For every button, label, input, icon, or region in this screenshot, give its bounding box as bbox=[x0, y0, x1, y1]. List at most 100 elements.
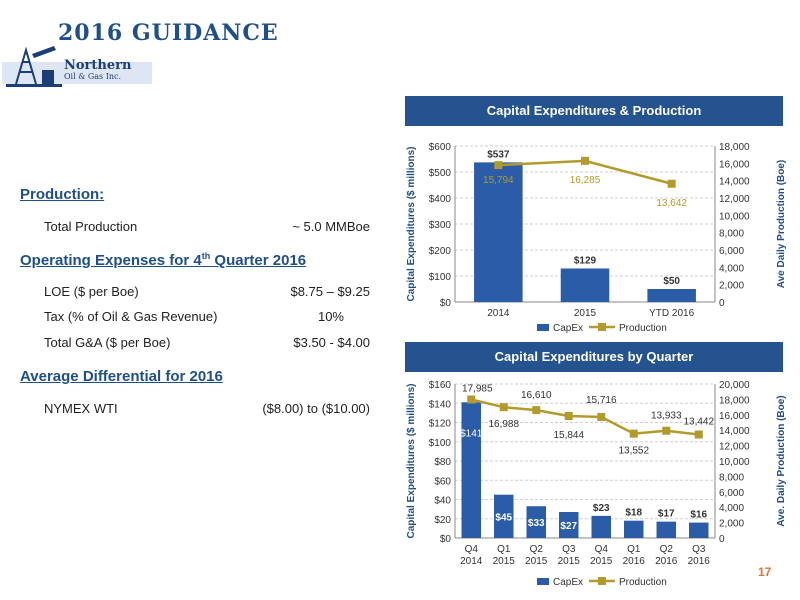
capex-by-quarter-chart: $0 $20 $40 $60 $80 $100 $120 $140 $160 0 2,000 4,00… bbox=[406, 380, 787, 588]
opex-heading-sup: th bbox=[201, 251, 211, 261]
chart2-y2-axis-title: Ave. Daily Production (Boe) bbox=[776, 395, 787, 526]
chart1-capex-data-label: $537 bbox=[487, 149, 510, 160]
chart2-capex-bar bbox=[591, 515, 611, 538]
chart1-capex-bar bbox=[560, 268, 610, 302]
chart2-y2-tick-label: 12,000 bbox=[719, 442, 750, 453]
chart2-capex-data-label: $18 bbox=[625, 508, 642, 519]
chart1-y2-tick-label: 18,000 bbox=[719, 142, 750, 153]
chart2-capex-data-label: $23 bbox=[593, 503, 610, 514]
chart1-y2-tick-label: 12,000 bbox=[719, 194, 750, 205]
chart1-y2-axis-title: Ave Daily Production (Boe) bbox=[776, 160, 787, 289]
chart2-y2-tick-label: 0 bbox=[719, 534, 725, 545]
chart2-x-tick-label: Q4 bbox=[595, 544, 609, 555]
chart1-x-tick-label: 2014 bbox=[487, 308, 510, 319]
chart1-production-data-label: 15,794 bbox=[483, 175, 514, 186]
chart2-capex-bar bbox=[559, 512, 579, 538]
loe-value: $8.75 – $9.25 bbox=[290, 284, 370, 299]
chart1-y-axis-title: Capital Expenditures ($ millions) bbox=[406, 146, 417, 301]
chart2-capex-data-label: $141 bbox=[460, 428, 483, 439]
chart2-production-marker bbox=[694, 430, 703, 439]
chart1-production-marker bbox=[494, 161, 503, 170]
chart1-y2-tick-label: 2,000 bbox=[719, 281, 744, 292]
capex-production-chart: $0 $100 $200 $300 $400 $500 $600 0 2,000 4,000 6,0… bbox=[406, 142, 787, 334]
chart2-y-axis-title: Capital Expenditures ($ millions) bbox=[406, 383, 417, 538]
chart1-y-tick-label: $400 bbox=[429, 194, 452, 205]
chart2-x-tick-label: 2015 bbox=[590, 556, 613, 567]
chart2-capex-bar bbox=[494, 494, 514, 538]
chart2-y-tick-label: $80 bbox=[434, 457, 451, 468]
chart2-y2-tick-label: 10,000 bbox=[719, 457, 750, 468]
opex-heading: Operating Expenses for 4th Quarter 2016 bbox=[20, 251, 306, 269]
chart1-y2-tick-label: 6,000 bbox=[719, 246, 744, 257]
chart1-production-data-label: 13,642 bbox=[656, 198, 687, 209]
chart2-production-marker bbox=[532, 406, 541, 415]
chart2-y-tick-label: $40 bbox=[434, 496, 451, 507]
chart2-capex-data-label: $16 bbox=[690, 510, 707, 521]
nymex-label: NYMEX WTI bbox=[44, 401, 118, 416]
chart2-x-tick-label: Q3 bbox=[692, 544, 706, 555]
chart1-y-tick-label: $300 bbox=[429, 220, 452, 231]
tax-value: 10% bbox=[317, 309, 344, 324]
loe-row: LOE ($ per Boe) $8.75 – $9.25 bbox=[44, 284, 370, 299]
chart1-production-marker bbox=[667, 179, 676, 188]
tax-label: Tax (% of Oil & Gas Revenue) bbox=[44, 309, 218, 324]
ga-label: Total G&A ($ per Boe) bbox=[44, 335, 171, 350]
chart2-production-marker bbox=[467, 395, 476, 404]
tax-row: Tax (% of Oil & Gas Revenue) 10% bbox=[44, 309, 370, 324]
chart1-capex-data-label: $129 bbox=[574, 255, 597, 266]
loe-label: LOE ($ per Boe) bbox=[44, 284, 139, 299]
chart1-y-tick-label: $500 bbox=[429, 168, 452, 179]
chart2-x-tick-label: Q4 bbox=[465, 544, 479, 555]
chart2-x-tick-label: 2015 bbox=[493, 556, 516, 567]
chart1-x-tick-label: YTD 2016 bbox=[649, 308, 694, 319]
chart1-capex-data-label: $50 bbox=[663, 276, 680, 287]
chart2-y-tick-label: $120 bbox=[429, 419, 452, 430]
chart2-production-line bbox=[470, 398, 699, 436]
chart2-production-data-label: 16,988 bbox=[488, 419, 519, 430]
chart2-y-tick-label: $140 bbox=[429, 399, 452, 410]
chart1-legend-production-label: Production bbox=[619, 323, 667, 334]
ga-value: $3.50 - $4.00 bbox=[293, 335, 370, 350]
chart2-production-data-label: 13,442 bbox=[683, 416, 714, 427]
chart2-production-marker bbox=[597, 412, 606, 421]
chart1-x-tick-label: 2015 bbox=[574, 308, 597, 319]
chart2-x-tick-label: Q3 bbox=[562, 544, 576, 555]
chart2-y2-tick-label: 16,000 bbox=[719, 411, 750, 422]
chart1-y-tick-label: $100 bbox=[429, 272, 452, 283]
chart1-y2-tick-label: 8,000 bbox=[719, 229, 744, 240]
differential-heading: Average Differential for 2016 bbox=[20, 368, 223, 385]
chart2-production-data-label: 15,844 bbox=[553, 430, 584, 441]
chart2-production-marker bbox=[564, 412, 573, 421]
chart2-y2-tick-label: 2,000 bbox=[719, 519, 744, 530]
company-logo: Northern Oil & Gas Inc. bbox=[2, 40, 192, 100]
chart2-production-marker bbox=[499, 403, 508, 412]
chart2-y2-tick-label: 6,000 bbox=[719, 488, 744, 499]
chart2-x-tick-label: 2014 bbox=[460, 556, 483, 567]
chart1-legend-capex-swatch bbox=[537, 324, 549, 331]
chart2-capex-data-label: $33 bbox=[528, 518, 545, 529]
chart1-production-marker bbox=[581, 156, 589, 165]
chart2-y2-tick-label: 18,000 bbox=[719, 395, 750, 406]
chart2-x-tick-label: Q1 bbox=[497, 544, 511, 555]
page-title: 2016 GUIDANCE bbox=[58, 20, 279, 46]
chart2-legend-production-marker bbox=[598, 577, 606, 585]
chart1-production-data-label: 16,285 bbox=[570, 175, 601, 186]
opex-heading-post: Quarter 2016 bbox=[210, 252, 307, 269]
chart2-capex-bar bbox=[656, 521, 676, 538]
chart2-y-tick-label: $160 bbox=[429, 380, 452, 391]
opex-heading-pre: Operating Expenses for 4 bbox=[20, 252, 202, 269]
chart1-y2-tick-label: 0 bbox=[719, 298, 725, 309]
chart2-production-data-label: 13,933 bbox=[651, 411, 682, 422]
chart1-y2-tick-label: 4,000 bbox=[719, 263, 744, 274]
chart2-y2-tick-label: 8,000 bbox=[719, 472, 744, 483]
chart2-x-tick-label: 2015 bbox=[525, 556, 548, 567]
chart2-x-tick-label: Q1 bbox=[627, 544, 641, 555]
logo-line1: Northern bbox=[64, 58, 132, 73]
chart2-x-tick-label: 2016 bbox=[655, 556, 678, 567]
total-production-row: Total Production ~ 5.0 MMBoe bbox=[44, 219, 370, 234]
chart1-legend-capex-label: CapEx bbox=[553, 323, 583, 334]
chart1-y2-tick-label: 14,000 bbox=[719, 177, 750, 188]
chart2-legend-capex-swatch bbox=[537, 578, 549, 585]
chart1-y2-tick-label: 16,000 bbox=[719, 159, 750, 170]
nymex-row: NYMEX WTI ($8.00) to ($10.00) bbox=[44, 401, 370, 416]
